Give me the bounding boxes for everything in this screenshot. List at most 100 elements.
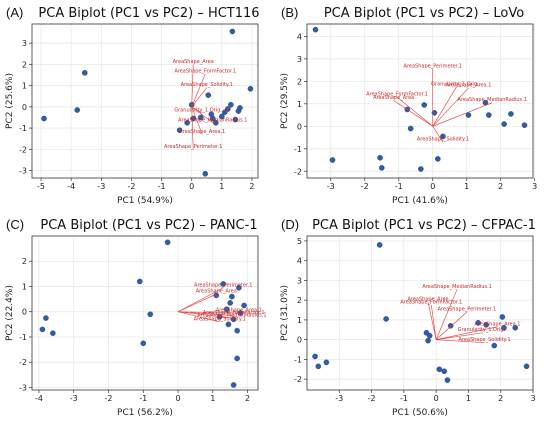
panel-d: (D) PCA Biplot (PC1 vs PC2) – CFPAC-1 -3 -2… <box>275 212 550 424</box>
loading-vector <box>436 332 484 340</box>
x-tick-label: -2 <box>368 394 376 403</box>
grid <box>32 24 258 178</box>
x-tick-label: 0 <box>175 394 180 403</box>
loading-vector <box>436 326 498 340</box>
y-tick-label: 2 <box>22 60 27 69</box>
loading-vector-label: AreaShape_MedianRadius.1 <box>178 117 247 123</box>
data-point <box>234 355 240 362</box>
data-point <box>407 125 414 132</box>
y-tick-label: 1 <box>297 100 302 109</box>
y-tick-label: -2 <box>294 167 302 176</box>
plot-frame <box>31 23 259 179</box>
chart-title: PCA Biplot (PC1 vs PC2) – PANC-1 <box>40 218 257 233</box>
loading-vector-label: Granularity_1.Orig... <box>458 327 509 333</box>
y-axis-label: PC2 (29.5%) <box>280 73 290 129</box>
loading-vector <box>191 73 206 107</box>
data-point <box>512 325 519 331</box>
chart-d: (D) PCA Biplot (PC1 vs PC2) – CFPAC-1 -3 -2… <box>280 217 536 418</box>
panel-label: (B) <box>281 5 298 20</box>
loading-vector-label: AreaShape_Area.1 <box>445 83 491 89</box>
loading-vector <box>177 287 224 313</box>
data-point <box>176 127 183 134</box>
data-point <box>220 281 227 287</box>
y-tick-label: 0 <box>297 336 302 345</box>
data-point <box>237 105 243 111</box>
scatter-points <box>41 28 254 177</box>
data-point <box>501 121 507 127</box>
data-point <box>501 325 507 331</box>
data-point <box>426 332 433 339</box>
data-point <box>378 165 385 171</box>
data-point <box>230 316 237 323</box>
data-point <box>81 70 88 76</box>
y-tick-label: -2 <box>19 358 27 367</box>
scatter-points <box>312 242 530 383</box>
x-tick-label: 0 <box>430 182 435 191</box>
loading-vectors: AreaShape_Perimeter.1 Granularity_1.Orig.… <box>366 63 527 142</box>
data-point <box>43 315 49 321</box>
data-point <box>435 156 441 162</box>
data-point <box>202 170 209 177</box>
x-tick-label: 1 <box>219 182 224 191</box>
data-point <box>440 133 446 140</box>
data-point <box>234 327 240 334</box>
loading-vector <box>436 339 485 343</box>
y-tick-label: 1 <box>22 282 27 291</box>
data-point <box>377 154 383 161</box>
data-point <box>230 382 237 388</box>
loading-vector-label: AreaShape_FormFactor.1 <box>366 92 428 98</box>
scatter-points <box>312 26 528 172</box>
x-tick-label: 0 <box>434 394 439 403</box>
loading-vector-label: AreaShape_Area <box>407 297 448 303</box>
data-point <box>184 119 190 126</box>
x-tick-label: -2 <box>361 182 369 191</box>
data-point <box>219 113 225 120</box>
data-point <box>465 112 472 118</box>
data-point <box>197 114 204 121</box>
y-tick-label: 3 <box>22 39 27 48</box>
y-tick-label: 2 <box>297 296 302 305</box>
data-point <box>376 242 383 248</box>
x-axis-label: PC1 (50.6%) <box>392 408 448 418</box>
y-tick-label: -2 <box>294 375 302 384</box>
x-tick-label: 3 <box>532 182 537 191</box>
x-tick-label: 2 <box>498 182 503 191</box>
x-tick-label: 1 <box>464 182 469 191</box>
loading-vector <box>427 302 437 340</box>
y-tick-label: -1 <box>19 333 27 342</box>
panel-a: (A) PCA Biplot (PC1 vs PC2) – HCT116 -5 -4 -… <box>0 0 275 212</box>
grid <box>32 236 258 390</box>
data-point <box>383 316 389 322</box>
x-tick-label: -4 <box>67 182 75 191</box>
loading-vector-label: AreaShape_Area <box>173 59 214 65</box>
data-point <box>136 278 143 285</box>
y-tick-label: 0 <box>22 103 27 112</box>
y-tick-label: 4 <box>297 257 302 266</box>
data-point <box>508 111 514 117</box>
chart-b: (B) PCA Biplot (PC1 vs PC2) – LoVo -3 -2 -1 0… <box>280 5 537 206</box>
data-point <box>205 92 212 98</box>
y-axis-label: PC2 (22.4%) <box>5 285 15 341</box>
data-point <box>475 320 481 326</box>
data-point <box>225 321 232 328</box>
loading-vector-label: AreaShape_FormFactor.1 <box>174 68 236 74</box>
loading-vector-label: Granularity_1.Orig...t1 <box>174 108 230 114</box>
y-tick-label: 1 <box>297 316 302 325</box>
y-tick-label: -1 <box>294 145 302 154</box>
loading-vector-label: AreaShape_Perimeter.1 <box>404 63 462 69</box>
loading-vector-label: AreaShape_Perimeter.1 <box>438 307 496 313</box>
loading-vector-label: AreaShape_FormFactor.1 <box>400 300 462 306</box>
plot-frame <box>31 235 259 391</box>
x-tick-label: -3 <box>70 394 78 403</box>
data-point <box>232 116 239 123</box>
y-tick-label: 0 <box>22 308 27 317</box>
panel-label: (C) <box>6 217 24 232</box>
x-tick-label: -1 <box>400 394 408 403</box>
data-point <box>521 122 528 128</box>
loading-vectors: AreaShape_FormFactor.1 AreaShape_Area Area… <box>164 59 247 150</box>
data-point <box>147 311 154 318</box>
loading-vector-label: AreaShape_Solidity.1 <box>181 82 233 88</box>
x-tick-label: -4 <box>35 394 43 403</box>
loading-vector-label: AreaShape_MedianRadius.1 <box>197 313 266 319</box>
loading-vector-label: AreaShape_Area.1 <box>216 308 262 314</box>
